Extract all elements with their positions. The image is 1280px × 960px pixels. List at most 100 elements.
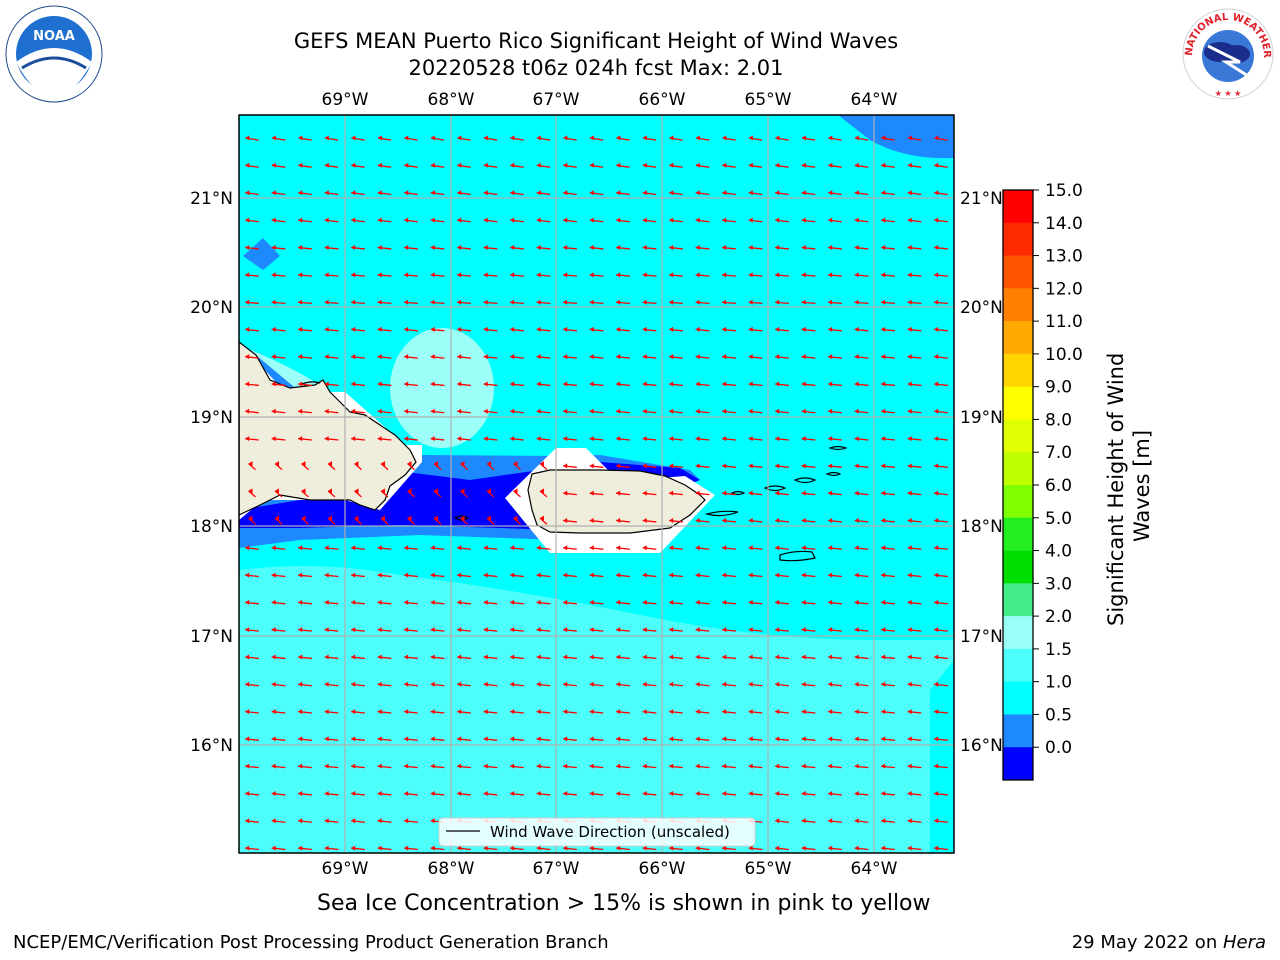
wave-direction-arrowhead [642, 845, 647, 851]
wave-direction-arrowhead [430, 408, 435, 414]
wave-direction-arrow [539, 490, 548, 498]
wave-direction-arrowhead [563, 162, 568, 168]
wave-direction-arrowhead [854, 217, 859, 223]
colorbar-swatch [1003, 485, 1033, 519]
wave-direction-arrowhead [510, 135, 515, 141]
wave-direction-arrowhead [934, 408, 939, 414]
wave-direction-arrowhead [695, 681, 700, 687]
wave-direction-arrowhead [407, 515, 412, 521]
wave-direction-arrowhead [510, 736, 515, 742]
wave-direction-arrowhead [881, 572, 886, 578]
wave-direction-arrowhead [536, 326, 541, 332]
wave-direction-arrowhead [695, 381, 700, 387]
wave-direction-arrowhead [298, 272, 303, 278]
lon-tick-label-bottom: 66°W [639, 859, 686, 879]
wave-direction-arrowhead [351, 217, 356, 223]
wave-direction-arrowhead [854, 436, 859, 442]
wave-direction-arrowhead [483, 217, 488, 223]
wave-direction-arrowhead [324, 818, 329, 824]
wave-direction-arrowhead [907, 545, 912, 551]
map-frame [238, 114, 955, 854]
colorbar-swatch [1003, 288, 1033, 322]
wave-direction-arrowhead [907, 572, 912, 578]
wave-direction-arrowhead [801, 790, 806, 796]
wave-direction-arrowhead [642, 244, 647, 250]
wave-direction-arrowhead [801, 326, 806, 332]
wave-direction-arrowhead [271, 326, 276, 332]
wave-direction-arrowhead [245, 599, 250, 605]
colorbar-tick-label: 5.0 [1045, 509, 1072, 529]
wave-direction-arrowhead [854, 790, 859, 796]
wave-direction-arrowhead [695, 244, 700, 250]
wave-direction-arrowhead [245, 326, 250, 332]
wave-direction-arrowhead [430, 354, 435, 360]
wave-direction-arrowhead [404, 654, 409, 660]
wave-direction-arrowhead [245, 681, 250, 687]
wave-direction-arrowhead [722, 190, 727, 196]
wave-direction-arrowhead [775, 326, 780, 332]
wave-direction-arrowhead [483, 381, 488, 387]
wave-direction-arrowhead [616, 408, 621, 414]
lat-tick-label-left: 20°N [190, 298, 233, 318]
wave-direction-arrowhead [854, 272, 859, 278]
wave-direction-arrowhead [457, 599, 462, 605]
wave-direction-arrowhead [483, 654, 488, 660]
wave-direction-arrowhead [934, 627, 939, 633]
wave-direction-arrowhead [669, 790, 674, 796]
chart-title: GEFS MEAN Puerto Rico Significant Height… [293, 29, 899, 53]
wave-direction-arrowhead [377, 763, 382, 769]
wave-direction-arrow [248, 463, 256, 471]
wave-direction-arrowhead [748, 162, 753, 168]
wave-direction-arrowhead [934, 654, 939, 660]
wave-direction-arrowhead [722, 354, 727, 360]
wave-direction-arrowhead [881, 490, 886, 496]
wave-direction-arrowhead [934, 681, 939, 687]
wave-direction-arrow [380, 463, 389, 471]
wave-direction-arrowhead [669, 572, 674, 578]
wave-direction-arrowhead [695, 190, 700, 196]
wave-direction-arrowhead [271, 408, 276, 414]
wave-direction-arrowhead [351, 272, 356, 278]
wave-direction-arrowhead [536, 654, 541, 660]
wave-direction-arrow [354, 490, 362, 498]
wave-direction-arrowhead [589, 299, 594, 305]
lon-tick-label-top: 69°W [322, 90, 369, 110]
wave-direction-arrowhead [457, 763, 462, 769]
wave-direction-arrowhead [536, 299, 541, 305]
wave-direction-arrowhead [328, 515, 332, 521]
wave-direction-arrowhead [245, 654, 250, 660]
lon-tick-label-bottom: 68°W [428, 859, 475, 879]
wave-direction-arrowhead [457, 162, 462, 168]
wave-direction-arrowhead [271, 736, 276, 742]
lon-tick-label-bottom: 64°W [851, 859, 898, 879]
wave-direction-arrowhead [563, 709, 568, 715]
wave-direction-arrow [486, 490, 495, 498]
wave-direction-arrowhead [298, 654, 303, 660]
wave-direction-arrowhead [881, 190, 886, 196]
wave-direction-arrowhead [801, 354, 806, 360]
wave-direction-arrowhead [854, 599, 859, 605]
wave-direction-arrowhead [695, 627, 700, 633]
wave-direction-arrowhead [669, 545, 674, 551]
wave-direction-arrowhead [616, 381, 621, 387]
wave-direction-arrowhead [589, 326, 594, 332]
wave-direction-arrowhead [377, 790, 382, 796]
wave-direction-arrow [460, 463, 468, 471]
wave-direction-arrowhead [483, 244, 488, 250]
wave-direction-arrowhead [563, 299, 568, 305]
wave-direction-arrowhead [854, 490, 859, 496]
wave-direction-arrowhead [669, 681, 674, 687]
footer-left: NCEP/EMC/Verification Post Processing Pr… [13, 932, 609, 953]
wave-direction-arrowhead [404, 272, 409, 278]
wave-direction-arrowhead [642, 627, 647, 633]
wave-direction-arrowhead [934, 436, 939, 442]
wave-direction-arrowhead [775, 244, 780, 250]
wave-direction-arrowhead [298, 709, 303, 715]
wave-direction-arrowhead [536, 162, 541, 168]
wave-direction-arrow [433, 490, 442, 498]
wave-direction-arrowhead [563, 790, 568, 796]
wave-direction-arrowhead [483, 272, 488, 278]
wave-direction-arrowhead [298, 545, 303, 551]
wave-direction-arrowhead [298, 408, 303, 414]
wave-direction-arrowhead [828, 162, 833, 168]
